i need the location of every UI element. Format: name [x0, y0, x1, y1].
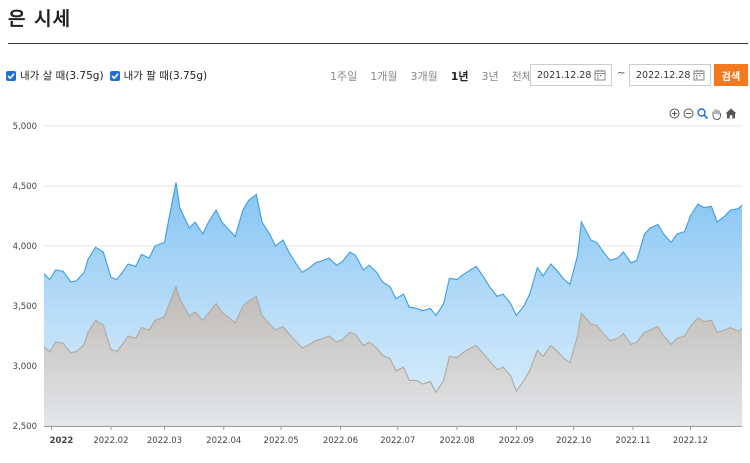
period-3year[interactable]: 3년: [481, 70, 499, 83]
sell-series-line: [43, 285, 743, 394]
start-date-input[interactable]: 2021.12.28: [530, 64, 612, 86]
start-date-value: 2021.12.28: [537, 69, 592, 81]
zoom-in-icon[interactable]: [669, 108, 680, 120]
silver-price-chart: 2,500 3,000 3,500 4,000 4,500 5,000 2022 2022.…: [13, 122, 743, 446]
x-tick-label: 2022.06: [323, 436, 358, 446]
magnifier-icon[interactable]: [697, 108, 708, 120]
chart-legend: 내가 살 때(3.75g) 내가 팔 때(3.75g): [6, 68, 213, 83]
period-3month[interactable]: 3개월: [410, 70, 438, 83]
chart-toolbar: [669, 108, 740, 120]
date-separator: ~: [617, 68, 626, 79]
legend-sell-label: 내가 팔 때(3.75g): [123, 70, 208, 82]
calendar-icon[interactable]: [693, 69, 705, 84]
y-tick-label: 4,500: [13, 182, 37, 192]
x-tick-label: 2022.02: [93, 436, 128, 446]
calendar-icon[interactable]: [594, 69, 606, 84]
title-divider: [8, 43, 748, 44]
legend-buy-label: 내가 살 때(3.75g): [20, 70, 104, 82]
zoom-out-icon[interactable]: [683, 108, 694, 120]
y-tick-label: 3,000: [13, 362, 37, 372]
legend-buy[interactable]: 내가 살 때(3.75g): [6, 68, 104, 83]
period-1year[interactable]: 1년: [450, 70, 469, 83]
period-1week[interactable]: 1주일: [330, 70, 358, 83]
home-icon[interactable]: [725, 108, 737, 120]
x-tick-label: 2022.05: [264, 436, 299, 446]
y-tick-label: 5,000: [13, 122, 37, 132]
y-tick-label: 4,000: [13, 242, 37, 252]
buy-checkbox[interactable]: [6, 70, 16, 81]
page-title: 은 시세: [8, 8, 72, 30]
x-tick-label: 2022.08: [439, 436, 474, 446]
x-tick-label: 2022.11: [615, 436, 650, 446]
x-tick-label: 2022: [50, 436, 74, 446]
chart-areas: [43, 182, 743, 426]
period-selector: 1주일 1개월 3개월 1년 3년 전체: [330, 68, 545, 84]
pan-hand-icon[interactable]: [711, 108, 722, 120]
x-tick-label: 2022.12: [673, 436, 708, 446]
sell-checkbox[interactable]: [109, 70, 120, 81]
x-tick-label: 2022.09: [499, 436, 534, 446]
y-tick-label: 2,500: [13, 422, 37, 432]
buy-series-line: [43, 182, 743, 317]
x-tick-label: 2022.04: [206, 436, 241, 446]
x-tick-label: 2022.10: [556, 436, 591, 446]
x-tick-label: 2022.07: [380, 436, 415, 446]
y-axis: 2,500 3,000 3,500 4,000 4,500 5,000: [13, 122, 37, 432]
search-button[interactable]: 검색: [714, 64, 748, 86]
x-tick-label: 2022.03: [147, 436, 182, 446]
period-1month[interactable]: 1개월: [370, 70, 398, 83]
legend-sell[interactable]: 내가 팔 때(3.75g): [109, 68, 208, 83]
period-all[interactable]: 전체: [511, 70, 532, 83]
y-tick-label: 3,500: [13, 302, 37, 312]
sell-series-area: [44, 286, 742, 426]
end-date-value: 2022.12.28: [636, 69, 691, 81]
end-date-input[interactable]: 2022.12.28: [629, 64, 711, 86]
x-axis: 2022 2022.02 2022.03 2022.04 2022.05 2022.06 2…: [44, 426, 742, 446]
